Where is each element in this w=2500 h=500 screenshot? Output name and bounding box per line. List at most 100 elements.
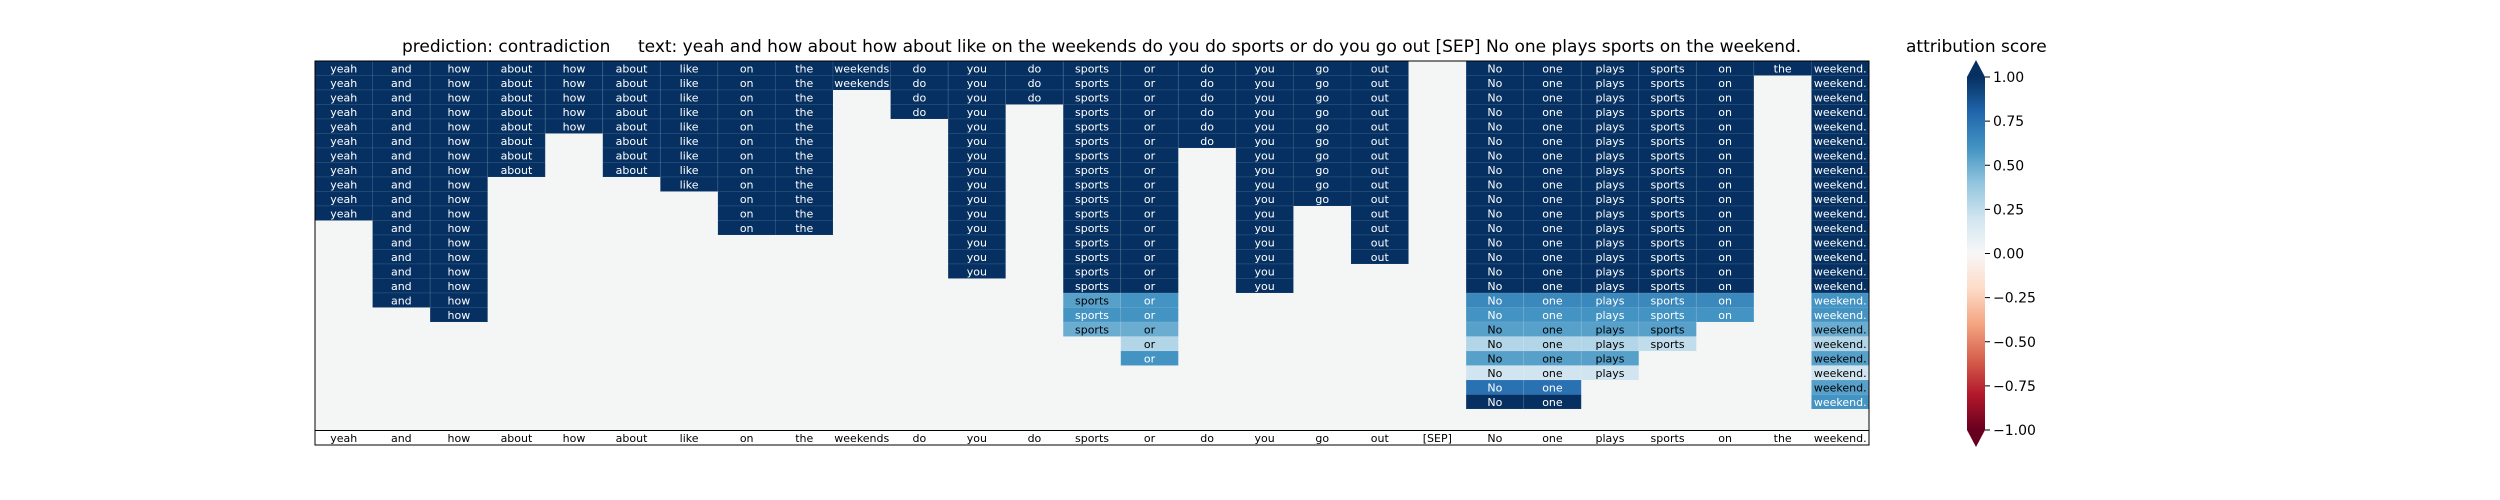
heatmap-cell-label: and	[391, 77, 412, 90]
heatmap-cell-fill	[429, 307, 489, 323]
heatmap-cell: plays	[1580, 350, 1640, 366]
heatmap-cell-label: sports	[1651, 236, 1685, 249]
heatmap-cell-label: plays	[1595, 62, 1624, 75]
heatmap-cell-label: on	[1718, 149, 1732, 162]
x-tick-label: or	[1144, 432, 1156, 445]
heatmap-cell: plays	[1580, 205, 1640, 221]
heatmap-cell: on	[1695, 89, 1755, 105]
heatmap-cell-label: about	[501, 62, 533, 75]
heatmap-cell: on	[1695, 60, 1755, 76]
heatmap-cell: sports	[1062, 147, 1122, 163]
heatmap-cell-label: sports	[1075, 323, 1109, 336]
heatmap-cell-label: do	[912, 106, 926, 119]
colorbar: attribution score 1.00 0.75 0.50 0.25 0.00 −0…	[1906, 37, 2047, 447]
heatmap-cell-label: one	[1542, 178, 1563, 191]
heatmap-cell: you	[1235, 191, 1294, 207]
heatmap-cell: you	[947, 89, 1007, 105]
heatmap-cell: about	[487, 162, 546, 178]
heatmap-cell-label: the	[795, 120, 813, 133]
heatmap-cell-label: sports	[1651, 280, 1685, 293]
heatmap-cell-label: on	[1718, 135, 1732, 148]
heatmap-cell-label: go	[1315, 135, 1329, 148]
heatmap-cell: sports	[1638, 118, 1697, 134]
heatmap-cell: like	[659, 118, 719, 134]
heatmap-cell-label: and	[391, 135, 412, 148]
heatmap-cell: do	[1177, 118, 1237, 134]
heatmap-cell-label: out	[1371, 77, 1390, 90]
heatmap-cell: like	[659, 176, 719, 192]
heatmap-cell: one	[1523, 75, 1582, 91]
heatmap-cell-label: weekend.	[1814, 309, 1867, 322]
heatmap-cell: go	[1292, 162, 1352, 178]
heatmap-cell-label: No	[1487, 77, 1502, 90]
heatmap-cell-label: No	[1487, 135, 1502, 148]
heatmap-cell-label: go	[1315, 120, 1329, 133]
heatmap-cell: like	[659, 75, 719, 91]
heatmap-cell: on	[1695, 278, 1755, 294]
heatmap-cell-label: you	[1255, 164, 1275, 177]
heatmap-cell: sports	[1062, 104, 1122, 120]
heatmap-cell-label: No	[1487, 62, 1502, 75]
heatmap-cell: or	[1120, 278, 1179, 294]
heatmap-cell-label: or	[1144, 236, 1156, 249]
heatmap-cell: and	[372, 147, 431, 163]
heatmap-cell: do	[1177, 60, 1237, 76]
heatmap-cell: you	[1235, 278, 1294, 294]
heatmap-cell-label: or	[1144, 77, 1156, 90]
heatmap-cell-label: like	[680, 178, 699, 191]
heatmap-cell-label: about	[616, 77, 648, 90]
heatmap-cell: sports	[1062, 60, 1122, 76]
heatmap-cell-label: weekend.	[1814, 396, 1867, 409]
heatmap-cell-label: one	[1542, 207, 1563, 220]
heatmap-cell: yeah	[314, 133, 374, 149]
heatmap-cell-label: and	[391, 207, 412, 220]
heatmap-cell-label: on	[1718, 294, 1732, 307]
heatmap-cell: how	[544, 75, 604, 91]
heatmap-cell-label: how	[448, 135, 471, 148]
heatmap-cell-label: the	[795, 164, 813, 177]
heatmap-cell: plays	[1580, 365, 1640, 381]
heatmap-cell: weekend.	[1810, 89, 1870, 105]
heatmap-cell-label: sports	[1075, 294, 1109, 307]
heatmap-cell-label: sports	[1075, 62, 1109, 75]
heatmap-cell-label: or	[1144, 193, 1156, 206]
heatmap-cell: and	[372, 89, 431, 105]
heatmap-cell-label: and	[391, 120, 412, 133]
heatmap-cell-label: or	[1144, 62, 1156, 75]
heatmap-cell-label: sports	[1075, 309, 1109, 322]
heatmap-cell: weekend.	[1810, 234, 1870, 250]
heatmap-cell: do	[1177, 75, 1237, 91]
heatmap-cell-label: sports	[1075, 251, 1109, 264]
heatmap-cell-label: how	[563, 77, 586, 90]
heatmap-cell-label: and	[391, 164, 412, 177]
heatmap-cell-label: weekends	[834, 62, 889, 75]
heatmap-cell: on	[1695, 75, 1755, 91]
heatmap-cell-label: No	[1487, 236, 1502, 249]
x-tick-label: how	[448, 432, 471, 445]
heatmap-cell: weekend.	[1810, 379, 1870, 395]
heatmap-cell: weekend.	[1810, 249, 1870, 265]
heatmap-cell-label: No	[1487, 265, 1502, 278]
heatmap-cell-label: plays	[1595, 149, 1624, 162]
heatmap-cell: sports	[1062, 278, 1122, 294]
heatmap-cell-label: on	[1718, 164, 1732, 177]
heatmap-cell: weekend.	[1810, 350, 1870, 366]
heatmap-cell-label: or	[1144, 207, 1156, 220]
heatmap-cell-label: like	[680, 62, 699, 75]
heatmap-cell: sports	[1062, 234, 1122, 250]
heatmap-cell-label: sports	[1651, 193, 1685, 206]
heatmap-cell: you	[947, 249, 1007, 265]
colorbar-tick-labels: 1.00 0.75 0.50 0.25 0.00 −0.25 −0.50 −0.75 −1.00	[1985, 70, 2036, 439]
heatmap-cell-label: and	[391, 294, 412, 307]
heatmap-cell: or	[1120, 350, 1179, 366]
heatmap-cell: and	[372, 133, 431, 149]
heatmap-cell-label: on	[1718, 91, 1732, 104]
heatmap-cell: sports	[1638, 263, 1697, 279]
heatmap-cell: out	[1350, 162, 1410, 178]
heatmap-cell-label: on	[1718, 265, 1732, 278]
heatmap-cell-label: one	[1542, 135, 1563, 148]
heatmap-cell: one	[1523, 176, 1582, 192]
heatmap-cell-label: the	[795, 62, 813, 75]
heatmap-cell-label: sports	[1651, 149, 1685, 162]
heatmap-cell-label: do	[1200, 91, 1214, 104]
